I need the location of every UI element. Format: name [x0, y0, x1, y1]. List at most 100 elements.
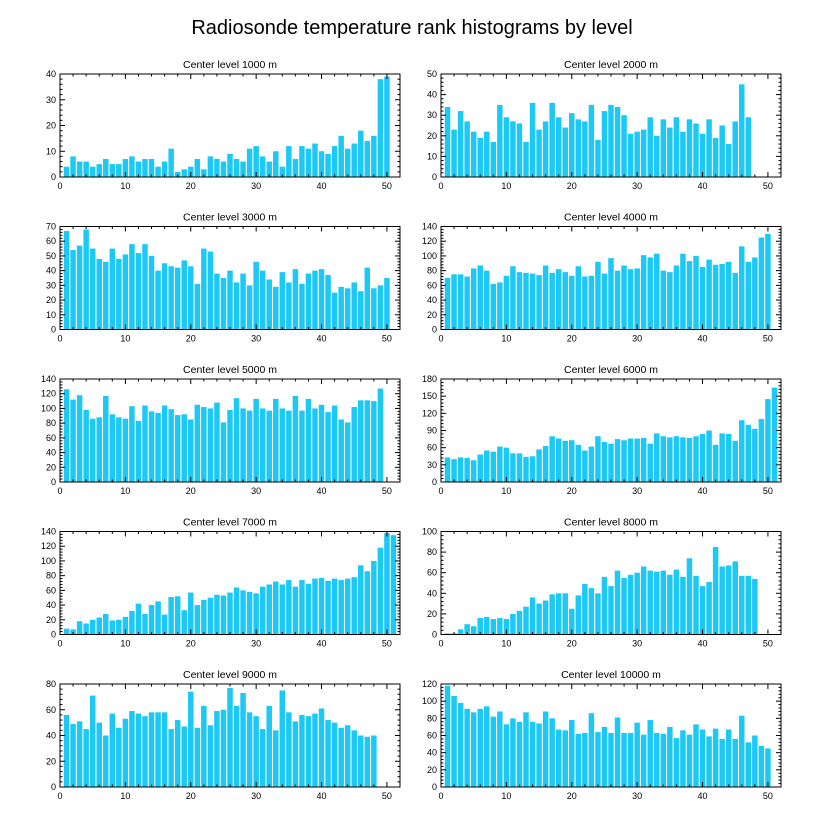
bar	[299, 410, 305, 482]
y-tick-label: 40	[46, 731, 56, 741]
bar	[214, 273, 220, 330]
bar	[739, 84, 745, 177]
bar	[122, 254, 129, 330]
bar	[621, 265, 627, 330]
bar	[582, 732, 588, 787]
bar	[109, 620, 116, 635]
bar	[601, 273, 608, 330]
bar	[253, 146, 259, 177]
bar	[562, 127, 568, 177]
bar	[484, 706, 490, 787]
bar	[680, 730, 686, 787]
bar	[490, 716, 497, 787]
bar	[542, 121, 549, 177]
panel-title: Center level 2000 m	[564, 59, 658, 71]
x-tick-label: 0	[57, 334, 62, 344]
y-tick-label: 80	[427, 266, 437, 276]
panel-title: Center level 8000 m	[564, 517, 658, 529]
bar	[490, 283, 497, 330]
bar	[654, 433, 660, 482]
bar	[457, 457, 464, 482]
bar	[155, 601, 161, 635]
panel-6: Center level 6000 m 0 30 60 90 120 150 180 0 10 20…	[422, 364, 782, 496]
x-tick-label: 50	[382, 486, 392, 496]
bar	[194, 605, 201, 635]
bar	[220, 709, 227, 787]
y-tick-label: 40	[427, 90, 437, 100]
bar	[129, 711, 135, 787]
bar	[595, 139, 601, 177]
bar	[732, 738, 738, 787]
bar	[634, 131, 640, 177]
bar	[103, 158, 109, 177]
x-tick-label: 10	[120, 639, 130, 649]
x-tick-label: 20	[567, 639, 577, 649]
bar	[338, 286, 344, 330]
bar	[148, 411, 155, 482]
y-tick-label: 0	[432, 477, 437, 487]
x-tick-label: 20	[567, 181, 577, 191]
bar	[712, 546, 719, 635]
bar	[627, 133, 634, 177]
x-tick-label: 10	[501, 334, 511, 344]
bar	[536, 723, 542, 787]
bar	[305, 583, 312, 635]
bar	[344, 288, 351, 330]
bar	[331, 578, 338, 635]
bar	[188, 592, 194, 635]
bar	[109, 414, 116, 482]
bar	[286, 282, 292, 330]
bar	[227, 409, 233, 482]
bar	[168, 266, 174, 330]
bar	[96, 722, 102, 787]
x-tick-label: 50	[763, 791, 773, 801]
x-tick-label: 40	[698, 639, 708, 649]
bar	[188, 266, 194, 330]
panel-3: Center level 3000 m 0 10 20 30 40 50 60 70 0 10 20 3…	[46, 212, 401, 344]
bar	[647, 257, 653, 330]
bar	[70, 156, 76, 177]
bar	[752, 257, 758, 330]
bar	[89, 248, 96, 330]
bar	[286, 712, 292, 787]
panel-title: Center level 6000 m	[564, 364, 658, 376]
bar	[155, 166, 161, 177]
bar	[601, 111, 608, 177]
bar	[318, 708, 325, 787]
bar	[490, 451, 497, 482]
bar	[207, 725, 214, 787]
bar	[667, 574, 673, 635]
bar	[246, 591, 253, 635]
bar	[266, 161, 272, 177]
bar	[103, 613, 109, 635]
bar	[523, 456, 529, 482]
bar	[201, 406, 207, 482]
bar	[207, 156, 214, 177]
bar	[76, 621, 83, 635]
bar	[660, 570, 667, 635]
bar	[76, 721, 83, 787]
x-tick-label: 10	[501, 639, 511, 649]
bar	[344, 148, 351, 177]
bar	[194, 404, 201, 482]
bar	[286, 580, 292, 635]
bar	[273, 581, 279, 635]
bar	[344, 725, 351, 787]
bar	[667, 437, 673, 482]
bar	[451, 129, 457, 177]
x-tick-label: 50	[763, 486, 773, 496]
bar	[582, 450, 588, 482]
bar	[680, 131, 686, 177]
bar	[259, 156, 266, 177]
bar	[240, 590, 246, 635]
y-tick-label: 20	[46, 615, 56, 625]
bar	[464, 708, 470, 787]
bar	[627, 269, 634, 330]
bar	[470, 712, 477, 787]
bar	[103, 735, 109, 787]
bar	[673, 436, 680, 482]
bar	[292, 721, 299, 787]
bar	[194, 158, 201, 177]
bar	[246, 148, 253, 177]
bar	[510, 453, 516, 482]
